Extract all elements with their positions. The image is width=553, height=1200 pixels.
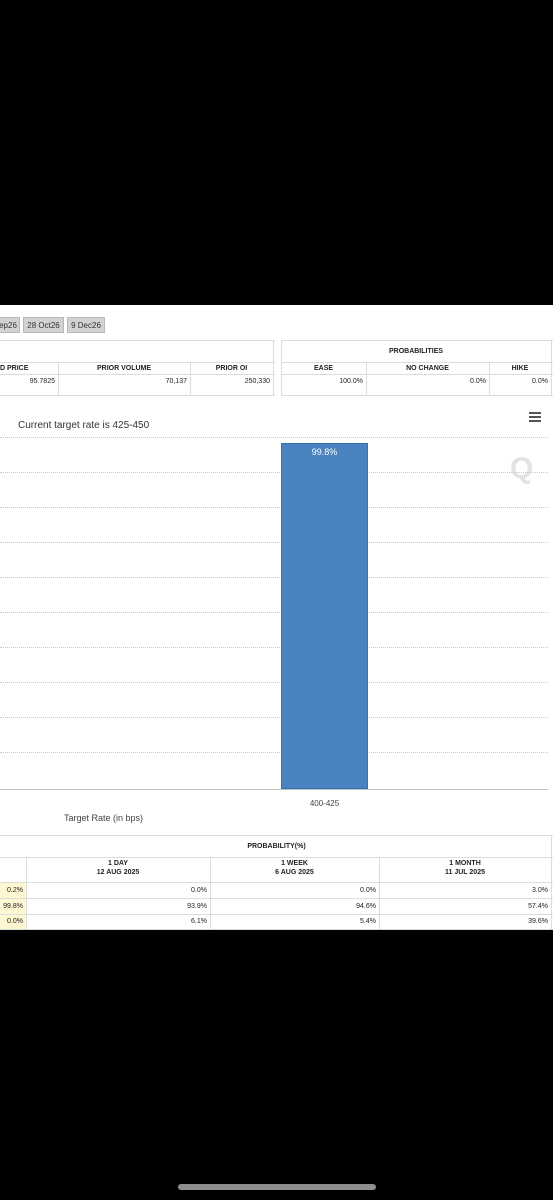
target-rate-chart: Current target rate is 425-450 Q 99.8% 4…: [0, 400, 548, 825]
gridline: [0, 472, 548, 473]
history-value: 39.6%: [528, 918, 548, 925]
probabilities-header: HIKE: [511, 365, 529, 372]
meeting-tab[interactable]: 28 Oct26: [23, 317, 64, 333]
probabilities-title: PROBABILITIES: [388, 348, 444, 355]
chart-title: Current target rate is 425-450: [18, 420, 150, 431]
history-title: PROBABILITY(%): [247, 843, 306, 850]
history-value: 3.0%: [532, 887, 548, 894]
quote-table: D PRICE PRIOR VOLUME PRIOR OI 95.7825 70…: [0, 340, 275, 396]
quote-header: D PRICE: [0, 365, 29, 372]
x-axis-label: Target Rate (in bps): [64, 813, 144, 823]
probabilities-value: 100.0%: [339, 378, 363, 385]
meeting-tab[interactable]: 9 Dec26: [67, 317, 105, 333]
gridline: [0, 612, 548, 613]
gridline: [0, 542, 548, 543]
history-value: 6.1%: [191, 918, 207, 925]
quote-header: PRIOR OI: [215, 365, 248, 372]
probabilities-header: EASE: [313, 365, 334, 372]
gridline: [0, 507, 548, 508]
history-value: 94.6%: [356, 903, 376, 910]
x-tick-label: 400-425: [309, 799, 340, 808]
history-col-period: 1 MONTH: [449, 860, 481, 867]
history-value: 57.4%: [528, 903, 548, 910]
history-col-date: 6 AUG 2025: [275, 869, 314, 876]
history-now-value: 0.0%: [0, 915, 26, 929]
gridline: [0, 752, 548, 753]
history-value: 93.9%: [187, 903, 207, 910]
watermark-logo: Q: [510, 452, 534, 485]
gridline: [0, 437, 548, 438]
probabilities-value: 0.0%: [470, 378, 486, 385]
history-col-period: 1 DAY: [108, 860, 128, 867]
quote-value: 250,330: [244, 378, 270, 385]
hamburger-menu-icon[interactable]: [529, 412, 541, 422]
probabilities-value: 0.0%: [532, 378, 548, 385]
home-indicator[interactable]: [178, 1184, 376, 1190]
probabilities-header: NO CHANGE: [406, 365, 449, 372]
history-value: 5.4%: [360, 918, 376, 925]
quote-value: 70,137: [165, 378, 187, 385]
history-col-period: 1 WEEK: [281, 860, 308, 867]
bar-data-label: 99.8%: [311, 446, 338, 457]
gridline: [0, 647, 548, 648]
probability-history-table: PROBABILITY(%) 1 DAY 12 AUG 2025 1 WEEK …: [0, 835, 553, 930]
fedwatch-panel: ep26 28 Oct26 9 Dec26 D PRICE PRIOR VOLU…: [0, 305, 553, 930]
quote-header: PRIOR VOLUME: [96, 365, 152, 372]
gridline: [0, 717, 548, 718]
x-axis-line: [0, 789, 548, 790]
history-value: 0.0%: [191, 887, 207, 894]
bar-400-425[interactable]: 99.8%: [281, 442, 368, 789]
history-col-date: 11 JUL 2025: [445, 869, 485, 876]
history-col-date: 12 AUG 2025: [96, 869, 140, 876]
history-now-value: 99.8%: [0, 899, 26, 914]
meeting-tab[interactable]: ep26: [0, 317, 20, 333]
history-value: 0.0%: [360, 887, 376, 894]
probabilities-table: PROBABILITIES EASE NO CHANGE HIKE 100.0%…: [281, 340, 553, 396]
history-now-value: 0.2%: [0, 883, 26, 898]
quote-value: 95.7825: [29, 378, 55, 385]
gridline: [0, 682, 548, 683]
gridline: [0, 577, 548, 578]
